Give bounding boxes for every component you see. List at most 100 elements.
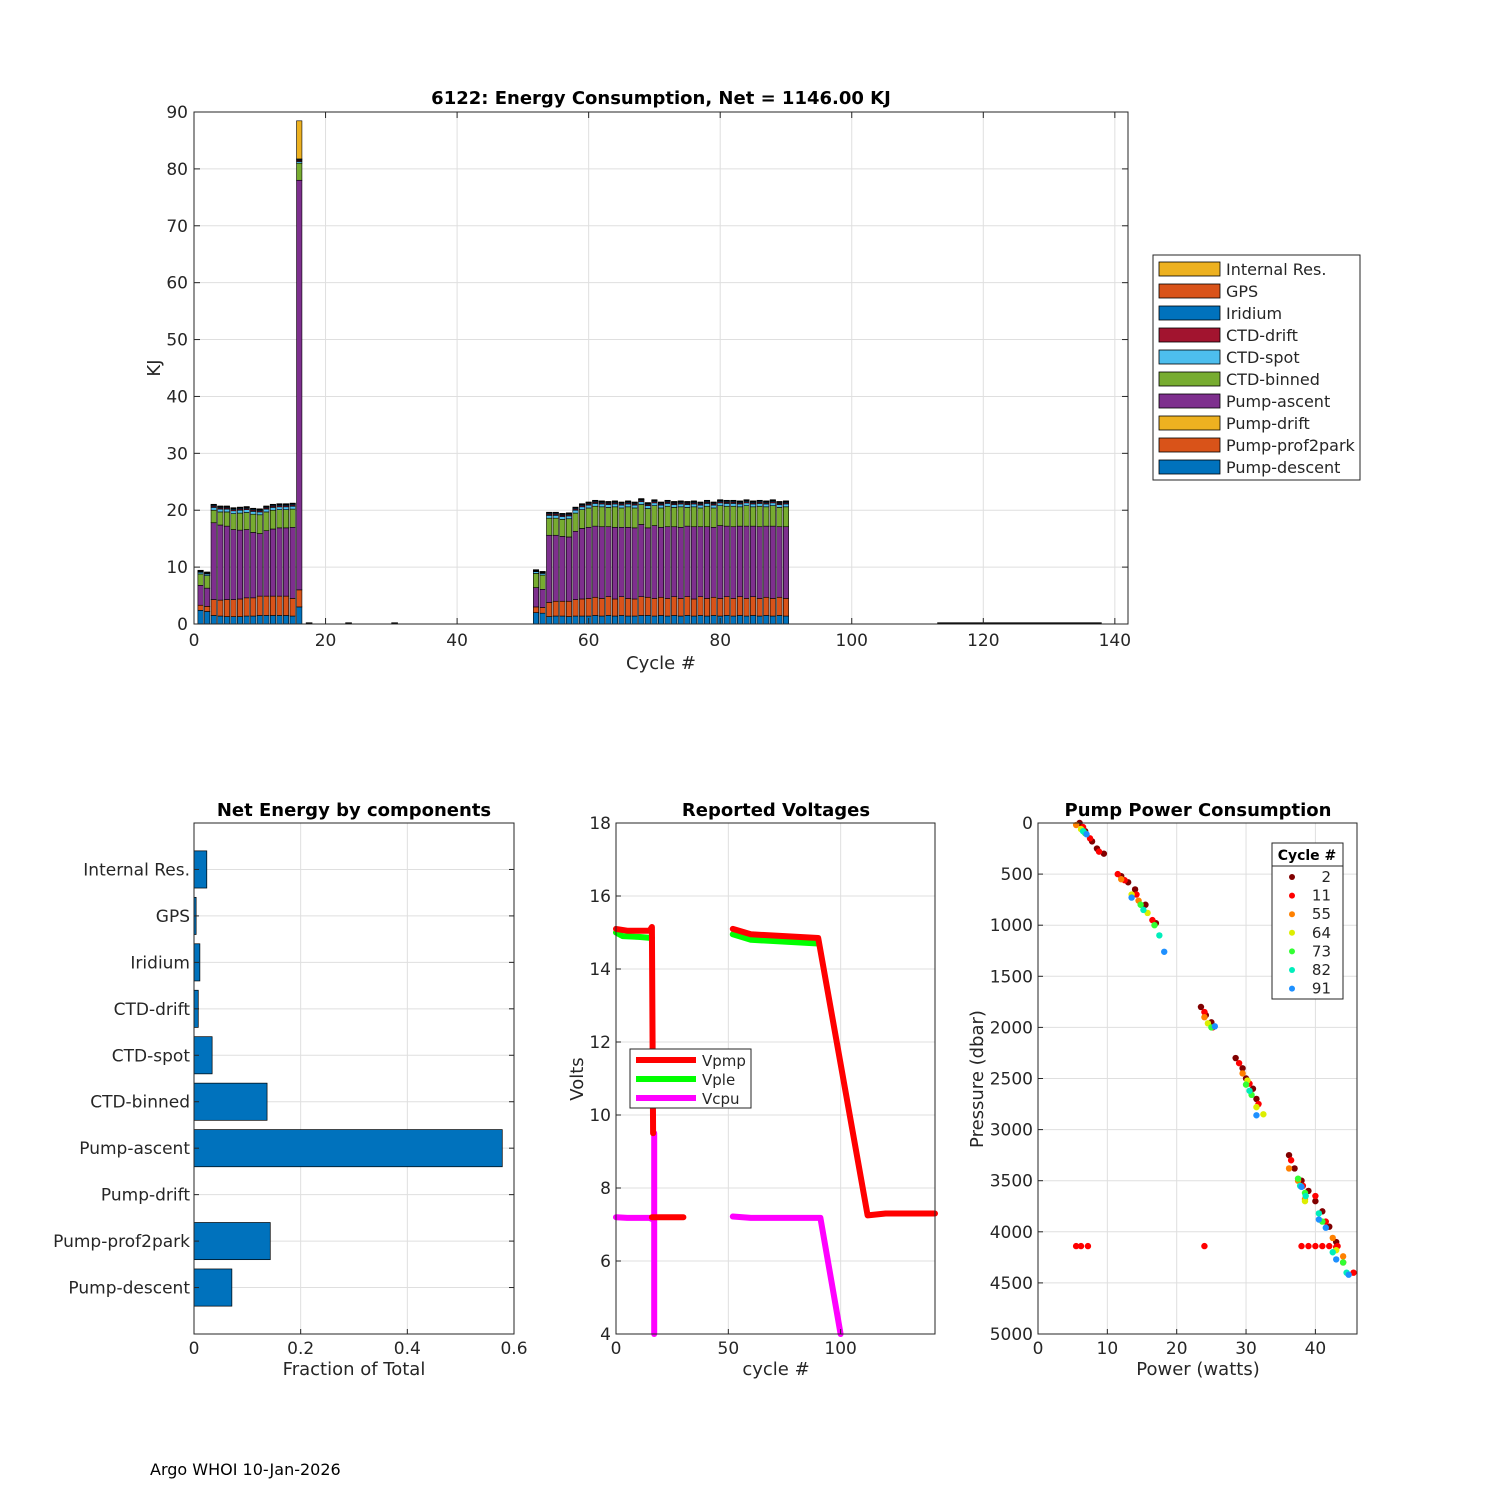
energy-bar-segment [223,505,230,507]
energy-bar-segment [697,526,704,597]
energy-bar-segment [243,506,250,508]
pump-legend-box [1271,842,1344,1000]
energy-bar-segment [533,587,540,608]
pump-legend-label: 91 [1312,980,1331,998]
components-bar [193,1082,268,1121]
components-category-label: GPS [156,907,190,927]
energy-bar-segment [776,504,783,508]
energy-bar-segment [539,574,546,590]
energy-bar-segment [217,615,224,625]
pump-ylabel: Pressure (dbar) [967,1010,988,1148]
energy-bar-segment [704,526,711,599]
energy-bar-segment [592,525,599,598]
pump-point-cycle-11 [1298,1242,1305,1250]
pump-point-cycle-11 [1077,1242,1085,1250]
energy-bar-segment [658,615,664,625]
pump-point-cycle-11 [1201,1008,1208,1016]
energy-bar-segment [671,615,678,625]
pump-point-cycle-91 [1083,831,1090,838]
energy-bar-segment [592,615,599,625]
energy-bar-segment [684,525,691,597]
energy-bar-segment [671,526,678,597]
pump-point-cycle-82 [1315,1210,1323,1217]
energy-bar-segment [559,513,566,515]
energy-bar-segment [776,507,783,528]
energy-bar-segment [217,508,224,513]
energy-bar-segment [638,504,645,525]
energy-axes-box [193,111,1129,625]
energy-bar-segment [230,529,237,600]
energy-bar-segment [618,615,625,625]
pump-point-cycle-11 [1326,1242,1333,1250]
components-axes-box [193,822,515,1335]
pump-legend-title: Cycle # [1278,848,1337,864]
energy-bar-segment [565,536,572,602]
energy-bar-segment [710,507,717,528]
pump-point-cycle-82 [1156,932,1163,939]
pump-point-cycle-91 [1315,1216,1323,1223]
components-category-label: CTD-binned [90,1093,190,1113]
energy-bar-segment [690,615,697,625]
energy-bar-segment [565,512,572,514]
energy-bar-segment [730,505,737,528]
energy-ytick-label: 90 [166,103,188,123]
energy-bar-segment [684,501,691,503]
energy-bar-segment [197,604,204,611]
energy-bar-segment [296,589,303,608]
energy-bar-segment [283,503,290,505]
energy-bar-segment [210,509,217,524]
energy-ytick-label: 70 [166,217,188,237]
energy-bar-segment [256,533,263,597]
energy-bar-segment [710,526,717,598]
energy-bar-segment [533,569,540,571]
energy-bar-segment [611,503,618,508]
components-category-label: Pump-ascent [79,1139,190,1159]
energy-legend-swatch [1158,261,1221,277]
components-category-label: Pump-prof2park [53,1232,190,1252]
energy-bar-segment [263,615,270,625]
pump-point-cycle-2 [1312,1197,1319,1205]
energy-bar-segment [210,507,217,511]
pump-point-cycle-2 [1285,1151,1293,1159]
energy-bar-segment [552,615,559,625]
components-bar [193,1222,271,1261]
energy-ticks: 0 20 40 60 80 100 120 140 0 10 20 30 40 50 60 70 80 90 [166,103,1131,651]
energy-bar-segment [743,505,750,527]
energy-bar-segment [269,615,276,625]
energy-bar-segment [533,612,540,625]
energy-bar-segment [269,509,276,530]
energy-bar-segment [664,526,671,599]
energy-bar-segment [651,615,658,625]
pump-point-cycle-11 [1350,1269,1357,1276]
pump-point-cycle-11 [1072,1242,1080,1250]
energy-bar-segment [736,596,743,616]
energy-bar-segment [690,598,697,617]
energy-bar-segment [671,504,678,508]
energy-bar-segment [289,598,296,617]
pump-point-cycle-55 [1118,876,1125,883]
energy-bar-segment [204,611,211,625]
energy-bar-segment [585,501,592,503]
components-category-label: Pump-descent [68,1279,190,1299]
energy-bar-segment [704,499,711,502]
pump-xtick-label: 20 [1166,1339,1188,1359]
energy-bar-segment [763,503,770,508]
energy-bar-segment [782,506,789,528]
energy-bar-segment [638,498,645,500]
pump-point-cycle-55 [1329,1234,1336,1242]
energy-bar-segment [750,525,757,597]
energy-bar-segment [697,504,704,509]
energy-bar-segment [546,602,553,617]
energy-bar-segment [276,615,283,625]
energy-bar-segment [217,511,224,526]
energy-bar-segment [697,596,704,616]
energy-bar-segment [269,528,276,597]
energy-bar-segment [250,532,257,599]
energy-bars [197,120,1102,625]
pump-point-cycle-2 [1142,901,1149,908]
energy-bar-segment [611,526,618,600]
energy-bar-segment [546,511,553,514]
energy-bar-segment [552,534,559,602]
energy-bar-segment [250,597,257,617]
